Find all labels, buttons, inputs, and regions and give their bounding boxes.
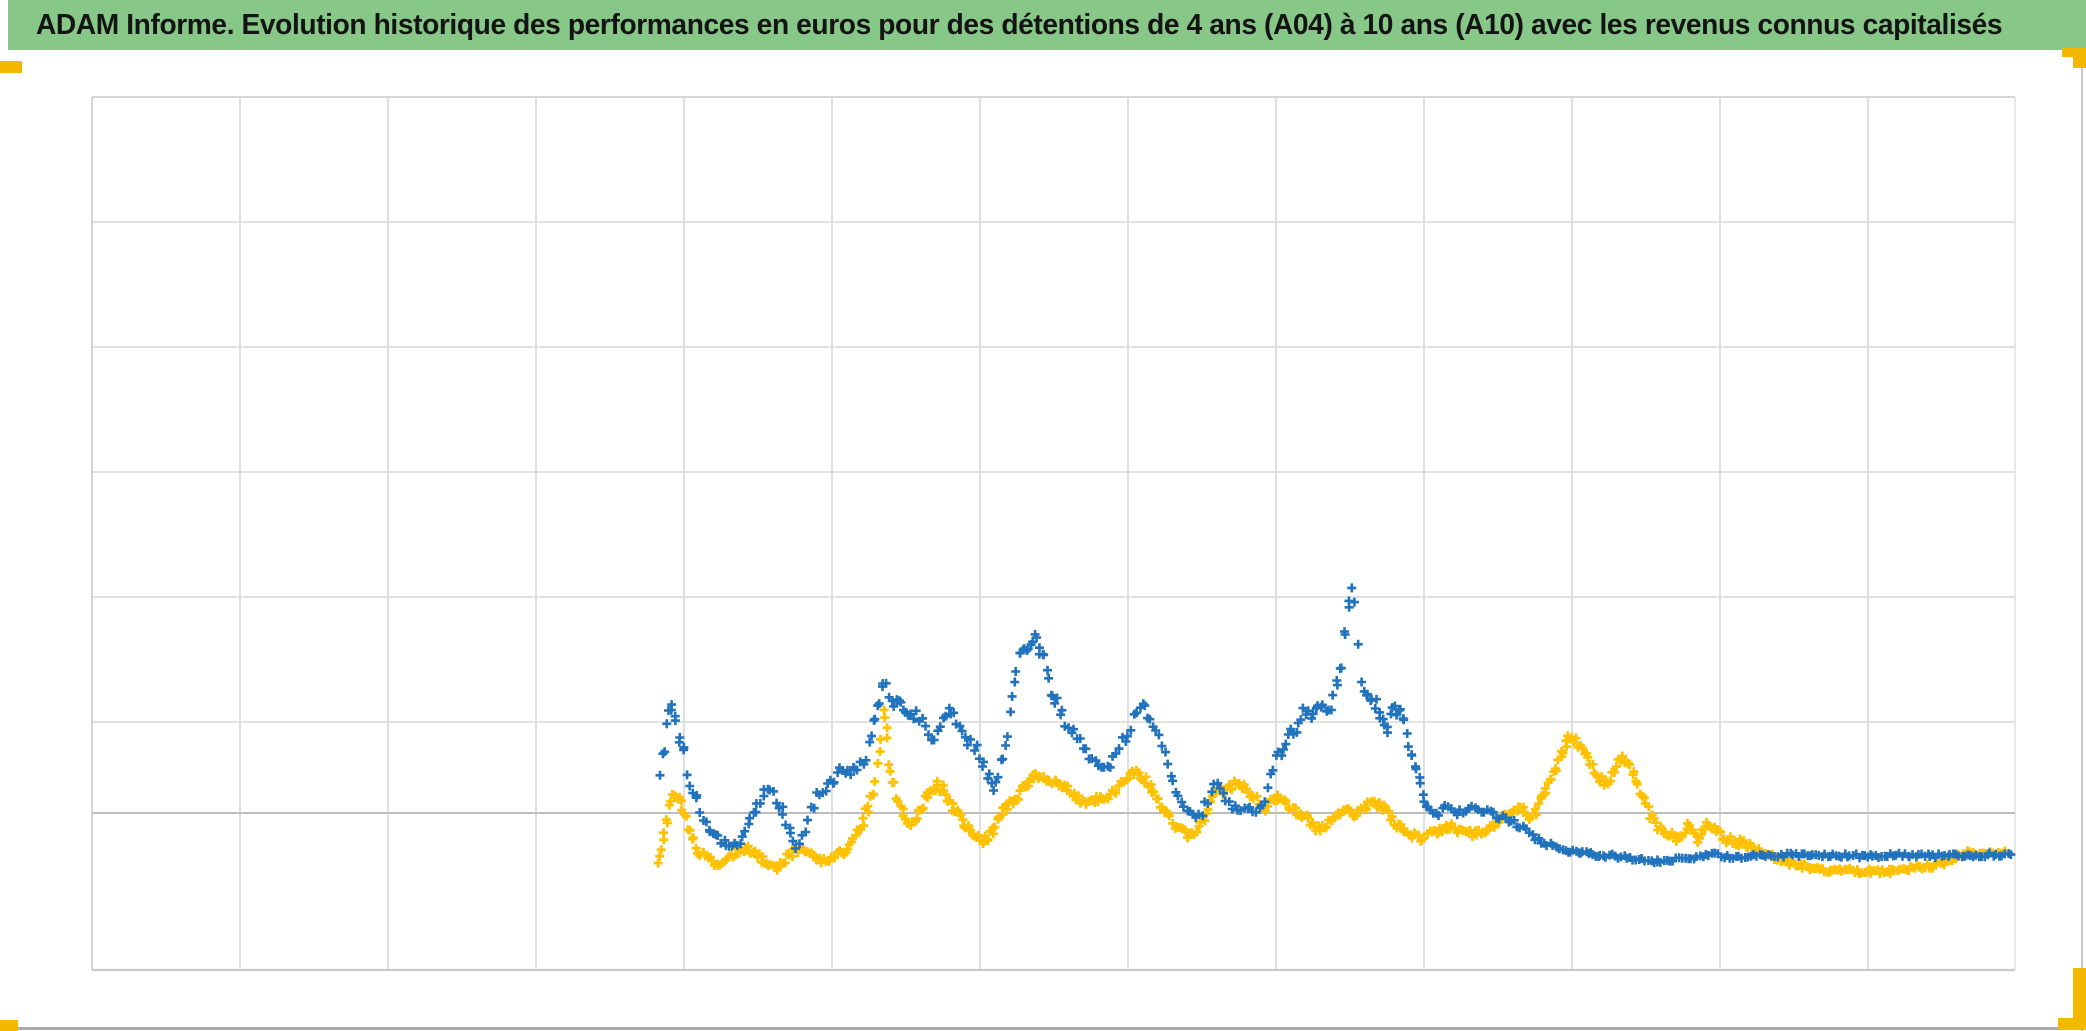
chart-gridlines <box>92 97 2015 970</box>
chart-plot-border <box>91 96 2016 972</box>
accent-mark-top-left-tab <box>0 61 22 73</box>
series-bleue <box>655 583 2016 868</box>
page-right-edge <box>2081 50 2083 1031</box>
series-jaune <box>653 705 2010 879</box>
accent-mark-top-right-bracket-v <box>2073 48 2086 68</box>
accent-mark-bottom-right-bracket-h <box>2058 1018 2086 1030</box>
title-banner: ADAM Informe. Evolution historique des p… <box>8 0 2086 50</box>
accent-mark-bottom-left-tab <box>0 1020 18 1031</box>
accent-mark-bottom-right-bracket-v <box>2073 968 2086 1030</box>
page-title: ADAM Informe. Evolution historique des p… <box>36 8 2003 41</box>
series-yellow-markers <box>653 705 2010 879</box>
page-bottom-edge <box>0 1027 2086 1030</box>
series-blue-markers <box>655 583 2016 868</box>
